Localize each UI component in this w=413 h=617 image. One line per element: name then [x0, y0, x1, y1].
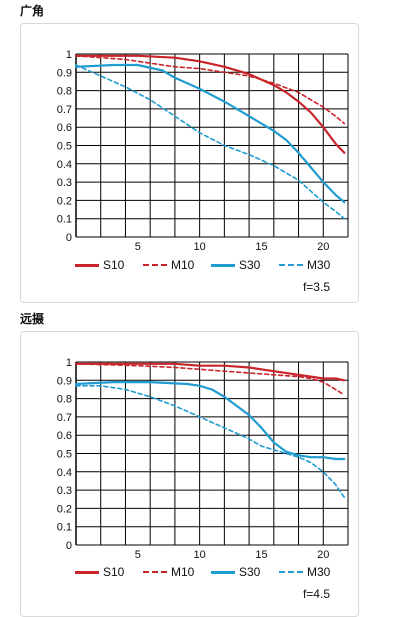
series-line-m10	[75, 54, 346, 125]
legend-label: M30	[307, 565, 331, 579]
y-tick-label: 0.5	[57, 141, 72, 153]
legend-swatch	[75, 571, 99, 574]
x-tick-label: 15	[255, 549, 267, 561]
legend-label: M10	[171, 258, 195, 272]
x-tick-label: 10	[194, 241, 206, 253]
y-tick-label: 0.1	[57, 214, 72, 226]
legend-label: S10	[103, 565, 125, 579]
section-title-tele: 远摄	[20, 312, 45, 326]
series-line-s30	[74, 380, 346, 461]
y-tick-label: 0.4	[57, 467, 72, 479]
legend-swatch	[143, 571, 167, 573]
y-tick-label: 1	[66, 357, 72, 369]
y-tick-label: 0	[66, 540, 72, 552]
y-tick-label: 1	[66, 49, 72, 61]
y-tick-label: 0.7	[57, 412, 72, 424]
y-tick-label: 0.2	[57, 195, 72, 207]
y-tick-label: 0.5	[57, 449, 72, 461]
series-line-s10	[74, 362, 346, 382]
legend-label: S30	[239, 258, 261, 272]
y-tick-label: 0.7	[57, 104, 72, 116]
legend-swatch	[279, 571, 303, 573]
x-tick-label: 20	[317, 241, 329, 253]
chart-panel-tele: 0 0.1 0.2 0.3 0.4 0.5 0.6 0.7 0.8 0.9 1 5 10 15 20 S10…	[20, 331, 359, 617]
y-tick-label: 0.1	[57, 522, 72, 534]
legend-swatch	[75, 264, 99, 267]
x-tick-label: 5	[135, 549, 141, 561]
series-line-s30	[74, 63, 346, 204]
y-tick-label: 0	[66, 232, 72, 244]
y-tick-label: 0.9	[57, 375, 72, 387]
legend-label: S10	[103, 258, 125, 272]
legend-swatch	[211, 264, 235, 267]
x-tick-label: 20	[317, 549, 329, 561]
y-tick-label: 0.6	[57, 122, 72, 134]
mtf-chart-wide: 00.10.20.30.40.50.60.70.80.915 10 15 20	[57, 49, 349, 253]
aperture-label-wide: f=3.5	[302, 280, 330, 294]
y-tick-label: 0.3	[57, 177, 72, 189]
y-tick-label: 0.8	[57, 394, 72, 406]
y-tick-label: 0.8	[57, 86, 72, 98]
y-tick-label: 0.2	[57, 503, 72, 515]
legend-swatch	[279, 264, 303, 266]
legend-wide: S10 M10 S30 M30	[75, 258, 355, 272]
legend-label: M10	[171, 565, 195, 579]
x-tick-label: 10	[194, 549, 206, 561]
legend-label: S30	[239, 565, 261, 579]
chart-panel-wide: 0 0.1 0.2 0.3 0.4 0.5 0.6 0.7 0.8 0.9 1 5 10 15 20 S10…	[20, 23, 359, 303]
y-tick-label: 0.3	[57, 485, 72, 497]
y-tick-label: 0.6	[57, 430, 72, 442]
series-line-s10	[74, 54, 346, 154]
legend-swatch	[143, 264, 167, 266]
series-line-m30	[75, 384, 346, 499]
legend-tele: S10 M10 S30 M30	[75, 565, 355, 579]
series-line-m10	[75, 362, 346, 396]
y-tick-label: 0.4	[57, 159, 72, 171]
x-tick-label: 15	[255, 241, 267, 253]
series-line-m30	[75, 64, 346, 220]
y-tick-label: 0.9	[57, 67, 72, 79]
legend-label: M30	[307, 258, 331, 272]
section-title-wide: 广角	[20, 4, 45, 18]
aperture-label-tele: f=4.5	[302, 587, 330, 601]
legend-swatch	[211, 571, 235, 574]
mtf-chart-tele: 00.10.20.30.40.50.60.70.80.915 10 15 20	[57, 357, 349, 561]
x-tick-label: 5	[135, 241, 141, 253]
